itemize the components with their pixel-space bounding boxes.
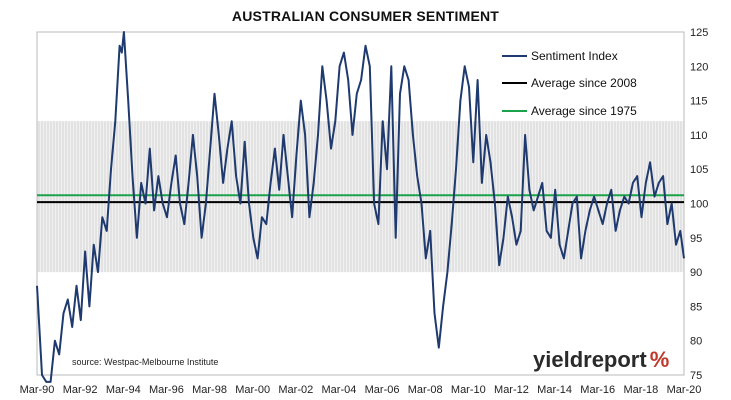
x-tick-label: Mar-18	[623, 384, 658, 396]
x-tick-label: Mar-02	[278, 384, 313, 396]
brand-percent-symbol: %	[650, 347, 670, 372]
x-tick-label: Mar-96	[149, 384, 184, 396]
legend-label-sentiment: Sentiment Index	[531, 49, 618, 63]
x-tick-label: Mar-06	[365, 384, 400, 396]
legend-label-average-1975: Average since 1975	[531, 104, 637, 118]
legend: Sentiment Index Average since 2008 Avera…	[502, 49, 637, 118]
y-tick-label: 125	[690, 27, 708, 39]
y-axis-ticks: 75 80 85 90 95 100 105 110 115 120 125	[690, 27, 708, 382]
y-tick-label: 80	[690, 336, 702, 348]
legend-label-average-2008: Average since 2008	[531, 76, 637, 90]
y-tick-label: 85	[690, 301, 702, 313]
y-tick-label: 90	[690, 267, 702, 279]
x-tick-label: Mar-92	[63, 384, 98, 396]
x-tick-label: Mar-12	[494, 384, 529, 396]
x-tick-label: Mar-90	[20, 384, 55, 396]
x-tick-label: Mar-94	[106, 384, 141, 396]
sentiment-index-line	[36, 31, 685, 383]
y-tick-label: 115	[690, 96, 708, 108]
x-tick-label: Mar-04	[322, 384, 357, 396]
chart-title: AUSTRALIAN CONSUMER SENTIMENT	[231, 8, 500, 24]
x-tick-label: Mar-14	[537, 384, 572, 396]
y-tick-label: 95	[690, 233, 702, 245]
x-tick-label: Mar-98	[192, 384, 227, 396]
x-axis-ticks: Mar-90 Mar-92 Mar-94 Mar-96 Mar-98 Mar-00 Mar-…	[20, 384, 702, 396]
brand-logo: yieldreport%	[533, 347, 669, 372]
x-tick-label: Mar-08	[408, 384, 443, 396]
y-tick-label: 110	[690, 130, 708, 142]
y-tick-label: 120	[690, 61, 708, 73]
x-tick-label: Mar-10	[451, 384, 486, 396]
x-tick-label: Mar-16	[580, 384, 615, 396]
y-tick-label: 105	[690, 164, 708, 176]
brand-wordmark: yieldreport%	[533, 347, 669, 372]
plot-area-border	[36, 31, 685, 376]
y-tick-label: 100	[690, 199, 708, 211]
y-tick-label: 75	[690, 370, 702, 382]
x-tick-label: Mar-00	[235, 384, 270, 396]
source-note: source: Westpac-Melbourne Institute	[72, 357, 218, 367]
x-tick-label: Mar-20	[667, 384, 702, 396]
